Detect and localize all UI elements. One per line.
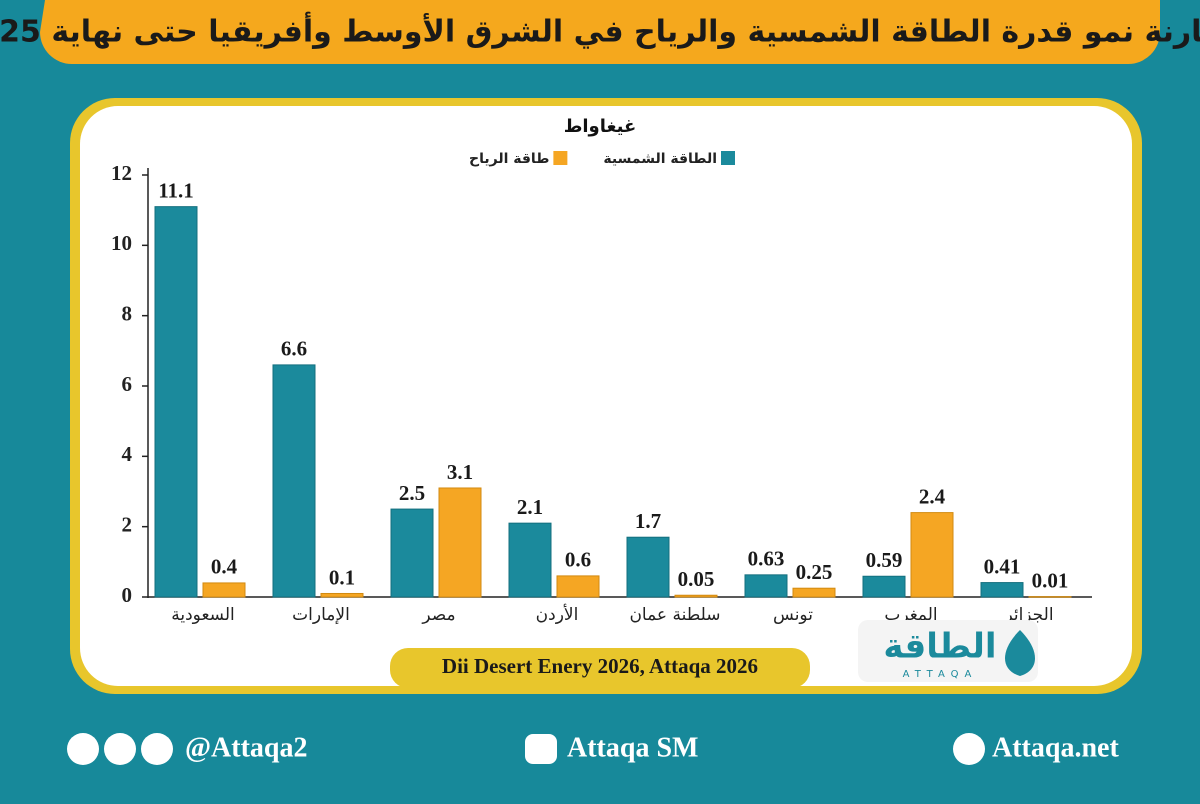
y-tick-label: 4 <box>122 442 133 466</box>
legend-swatch <box>553 151 568 165</box>
footer-youtube: Attaqa SM <box>567 732 698 763</box>
bar <box>862 575 906 598</box>
bar <box>792 587 836 598</box>
bar <box>320 592 364 598</box>
bar <box>980 582 1024 598</box>
logo-latin: ATTAQA <box>903 669 978 680</box>
x-icon <box>67 733 99 765</box>
title-banner <box>40 0 1160 64</box>
logo-box <box>858 620 1038 682</box>
bar <box>202 582 246 598</box>
value-label: 0.59 <box>866 548 903 572</box>
x-tick-label: الأردن <box>536 604 579 625</box>
value-label: 2.4 <box>919 484 946 508</box>
value-label: 0.4 <box>211 555 238 579</box>
bar <box>154 206 198 598</box>
bar <box>744 574 788 598</box>
bar <box>626 536 670 598</box>
legend-swatch <box>721 151 735 165</box>
y-tick-label: 12 <box>111 161 132 185</box>
bar <box>438 487 482 598</box>
x-tick-label: الإمارات <box>292 605 350 625</box>
unit-label: غيغاواط <box>564 116 637 137</box>
logo-name: الطاقة <box>883 627 996 667</box>
chart-title: مقارنة نمو قدرة الطاقة الشمسية والرياح ف… <box>0 12 1200 50</box>
source-pill <box>390 648 810 688</box>
legend-label: الطاقة الشمسية <box>603 151 717 167</box>
legend: الطاقة الشمسية طاقة الرياح <box>469 151 735 167</box>
value-label: 0.6 <box>565 548 591 572</box>
x-tick-label: السعودية <box>171 605 234 625</box>
instagram-icon <box>104 733 136 765</box>
bar <box>910 512 954 598</box>
logo-drop <box>1005 630 1035 676</box>
value-label: 0.1 <box>329 565 355 589</box>
bar <box>1028 596 1072 598</box>
value-label: 11.1 <box>158 178 194 202</box>
value-label: 0.41 <box>984 554 1021 578</box>
youtube-icon <box>525 734 557 764</box>
source: Dii Desert Enery 2026, Attaqa 2026 <box>442 654 758 678</box>
value-label: 0.01 <box>1032 568 1069 592</box>
value-label: 2.1 <box>517 495 543 519</box>
value-label: 6.6 <box>281 337 307 361</box>
bar <box>272 364 316 598</box>
value-label: 2.5 <box>399 481 425 505</box>
facebook-icon <box>141 733 173 765</box>
y-tick-label: 6 <box>122 372 133 396</box>
y-tick-label: 0 <box>122 583 133 607</box>
y-tick-label: 8 <box>122 301 133 325</box>
bar <box>674 594 718 598</box>
footer-website: Attaqa.net <box>992 732 1119 763</box>
footer-social: @Attaqa2 <box>185 732 308 763</box>
y-tick-label: 10 <box>111 231 132 255</box>
card <box>80 106 1132 686</box>
footer-icons <box>67 733 985 765</box>
value-label: 0.25 <box>796 560 833 584</box>
web-icon <box>953 733 985 765</box>
x-tick-label: سلطنة عمان <box>629 605 720 625</box>
y-tick-label: 2 <box>122 512 133 536</box>
value-label: 0.63 <box>748 547 785 571</box>
bar <box>556 575 600 598</box>
bar <box>390 508 434 598</box>
x-tick-label: مصر <box>421 605 455 625</box>
legend-label: طاقة الرياح <box>469 151 549 167</box>
value-label: 3.1 <box>447 460 473 484</box>
bar <box>508 522 552 598</box>
value-label: 0.05 <box>678 567 715 591</box>
plot: 0 2 4 6 8 10 12 السعودية 11.1 0.4 الإمارات 6.6 0.1 مص… <box>111 161 1072 625</box>
x-tick-label: تونس <box>773 605 813 625</box>
value-label: 1.7 <box>635 509 661 533</box>
